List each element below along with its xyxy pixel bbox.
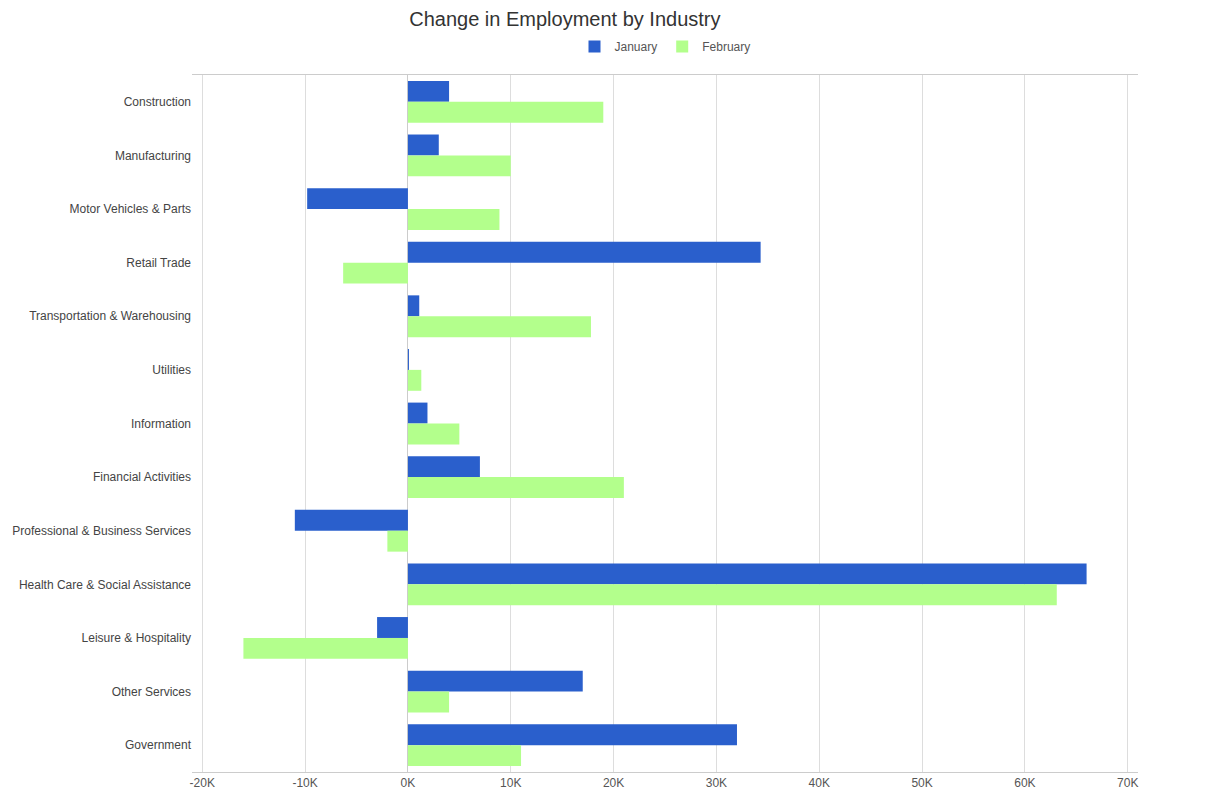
svg-text:Leisure & Hospitality: Leisure & Hospitality bbox=[82, 631, 191, 645]
svg-text:Other Services: Other Services bbox=[112, 685, 191, 699]
svg-text:-10K: -10K bbox=[292, 776, 317, 790]
svg-text:Utilities: Utilities bbox=[152, 363, 191, 377]
svg-text:60K: 60K bbox=[1014, 776, 1035, 790]
svg-text:Retail Trade: Retail Trade bbox=[126, 256, 191, 270]
svg-text:Health Care & Social Assistanc: Health Care & Social Assistance bbox=[19, 578, 191, 592]
svg-text:Manufacturing: Manufacturing bbox=[115, 149, 191, 163]
svg-text:-20K: -20K bbox=[190, 776, 215, 790]
svg-text:70K: 70K bbox=[1117, 776, 1138, 790]
svg-text:January: January bbox=[615, 40, 658, 54]
svg-text:40K: 40K bbox=[809, 776, 830, 790]
svg-text:Transportation & Warehousing: Transportation & Warehousing bbox=[29, 309, 191, 323]
svg-text:20K: 20K bbox=[603, 776, 624, 790]
svg-text:10K: 10K bbox=[500, 776, 521, 790]
svg-text:Construction: Construction bbox=[124, 95, 191, 109]
svg-text:Information: Information bbox=[131, 417, 191, 431]
svg-text:Professional & Business Servic: Professional & Business Services bbox=[12, 524, 191, 538]
svg-text:Motor Vehicles & Parts: Motor Vehicles & Parts bbox=[70, 202, 191, 216]
svg-text:0K: 0K bbox=[401, 776, 416, 790]
svg-text:50K: 50K bbox=[911, 776, 932, 790]
svg-text:Financial Activities: Financial Activities bbox=[93, 470, 191, 484]
svg-text:30K: 30K bbox=[706, 776, 727, 790]
svg-text:Government: Government bbox=[125, 738, 192, 752]
svg-text:Change in Employment by Indust: Change in Employment by Industry bbox=[409, 8, 720, 30]
svg-text:February: February bbox=[702, 40, 750, 54]
